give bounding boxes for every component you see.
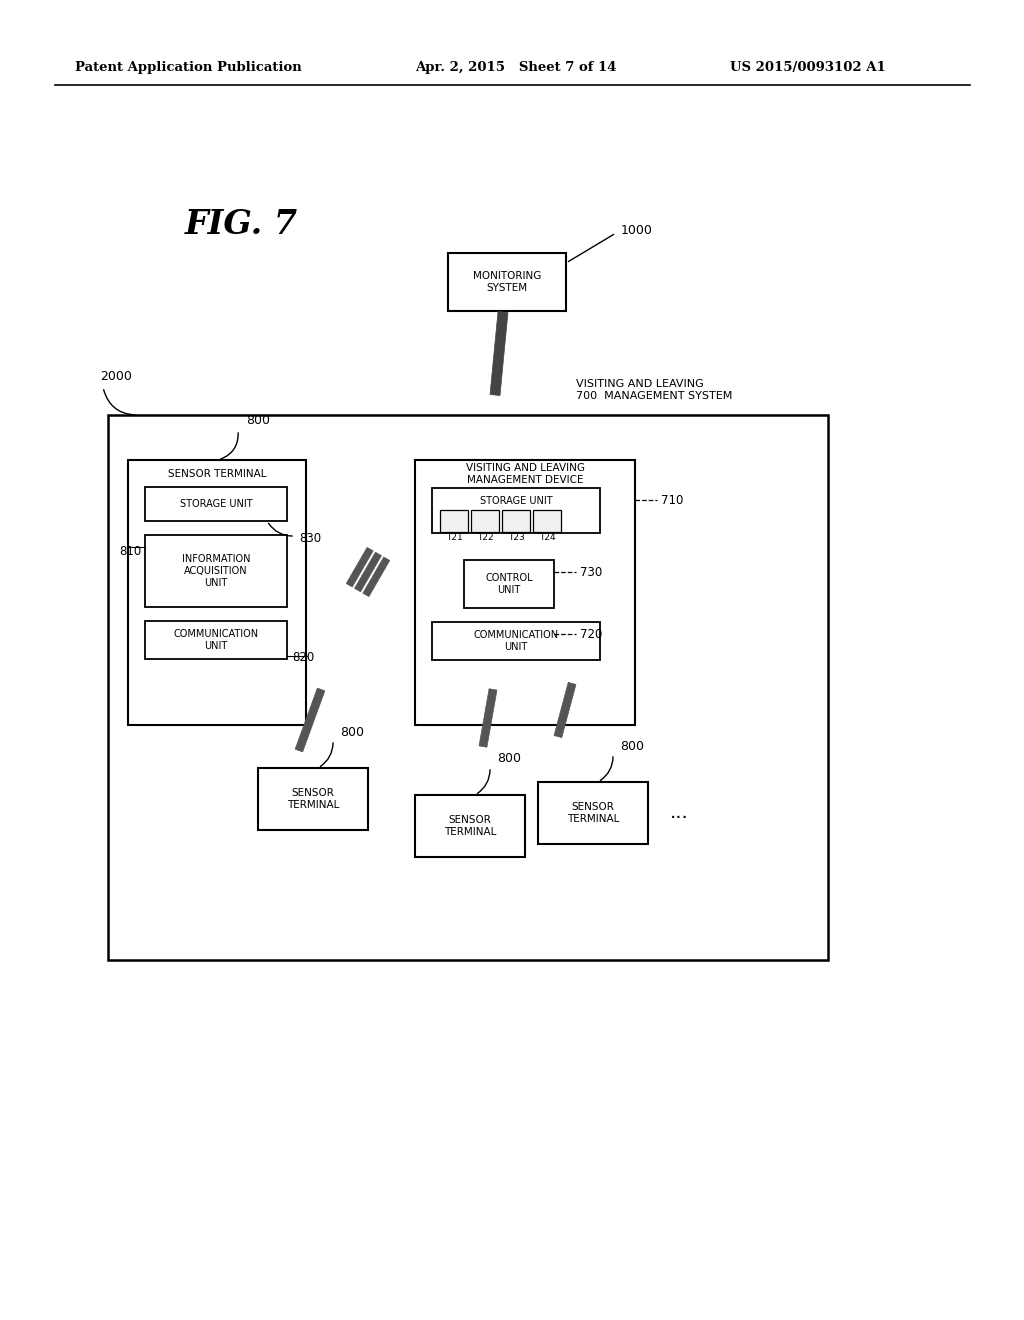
Text: 800: 800	[497, 752, 521, 766]
Text: Patent Application Publication: Patent Application Publication	[75, 62, 302, 74]
Text: 820: 820	[292, 651, 314, 664]
Text: VISITING AND LEAVING
700  MANAGEMENT SYSTEM: VISITING AND LEAVING 700 MANAGEMENT SYST…	[575, 379, 732, 401]
Text: 2000: 2000	[100, 371, 132, 384]
Text: MONITORING
SYSTEM: MONITORING SYSTEM	[473, 271, 542, 293]
Text: ...: ...	[670, 804, 689, 822]
Text: STORAGE UNIT: STORAGE UNIT	[479, 496, 552, 506]
Text: Apr. 2, 2015   Sheet 7 of 14: Apr. 2, 2015 Sheet 7 of 14	[415, 62, 616, 74]
Text: 800: 800	[246, 413, 270, 426]
Polygon shape	[346, 548, 374, 587]
Bar	[538, 781, 648, 843]
Text: T24: T24	[539, 533, 555, 543]
Bar	[432, 622, 600, 660]
Text: 810: 810	[120, 545, 142, 558]
Text: INFORMATION
ACQUISITION
UNIT: INFORMATION ACQUISITION UNIT	[181, 554, 250, 587]
Text: 710: 710	[662, 494, 683, 507]
Polygon shape	[295, 688, 325, 752]
Polygon shape	[490, 312, 508, 396]
Text: VISITING AND LEAVING
MANAGEMENT DEVICE: VISITING AND LEAVING MANAGEMENT DEVICE	[466, 463, 585, 484]
Text: 720: 720	[580, 627, 602, 640]
Text: 800: 800	[340, 726, 364, 738]
Bar	[415, 795, 525, 857]
Text: STORAGE UNIT: STORAGE UNIT	[179, 499, 252, 510]
Bar	[128, 459, 306, 725]
Bar	[145, 535, 287, 607]
Text: 800: 800	[620, 739, 644, 752]
Bar	[145, 487, 287, 521]
Text: FIG. 7: FIG. 7	[185, 209, 298, 242]
Text: T22: T22	[477, 533, 494, 543]
Text: 1000: 1000	[621, 224, 653, 238]
Text: COMMUNICATION
UNIT: COMMUNICATION UNIT	[473, 630, 558, 652]
Text: SENSOR
TERMINAL: SENSOR TERMINAL	[287, 788, 339, 809]
Text: SENSOR
TERMINAL: SENSOR TERMINAL	[567, 803, 620, 824]
Polygon shape	[354, 552, 382, 591]
Bar	[432, 488, 600, 533]
Text: SENSOR
TERMINAL: SENSOR TERMINAL	[443, 816, 497, 837]
Bar	[471, 510, 499, 532]
Polygon shape	[554, 682, 575, 738]
Polygon shape	[362, 557, 390, 597]
Bar	[145, 620, 287, 659]
Text: US 2015/0093102 A1: US 2015/0093102 A1	[730, 62, 886, 74]
Text: CONTROL
UNIT: CONTROL UNIT	[485, 573, 532, 595]
Text: T23: T23	[508, 533, 524, 543]
Text: 830: 830	[299, 532, 322, 545]
Text: COMMUNICATION
UNIT: COMMUNICATION UNIT	[173, 630, 259, 651]
Text: 730: 730	[580, 565, 602, 578]
Bar	[108, 414, 828, 960]
Bar	[534, 510, 561, 532]
Bar	[258, 768, 368, 830]
Bar	[502, 510, 530, 532]
Bar	[464, 560, 554, 609]
Bar	[449, 253, 566, 312]
Bar	[415, 459, 635, 725]
Polygon shape	[479, 689, 497, 747]
Text: T21: T21	[445, 533, 463, 543]
Text: SENSOR TERMINAL: SENSOR TERMINAL	[168, 469, 266, 479]
Bar	[440, 510, 468, 532]
